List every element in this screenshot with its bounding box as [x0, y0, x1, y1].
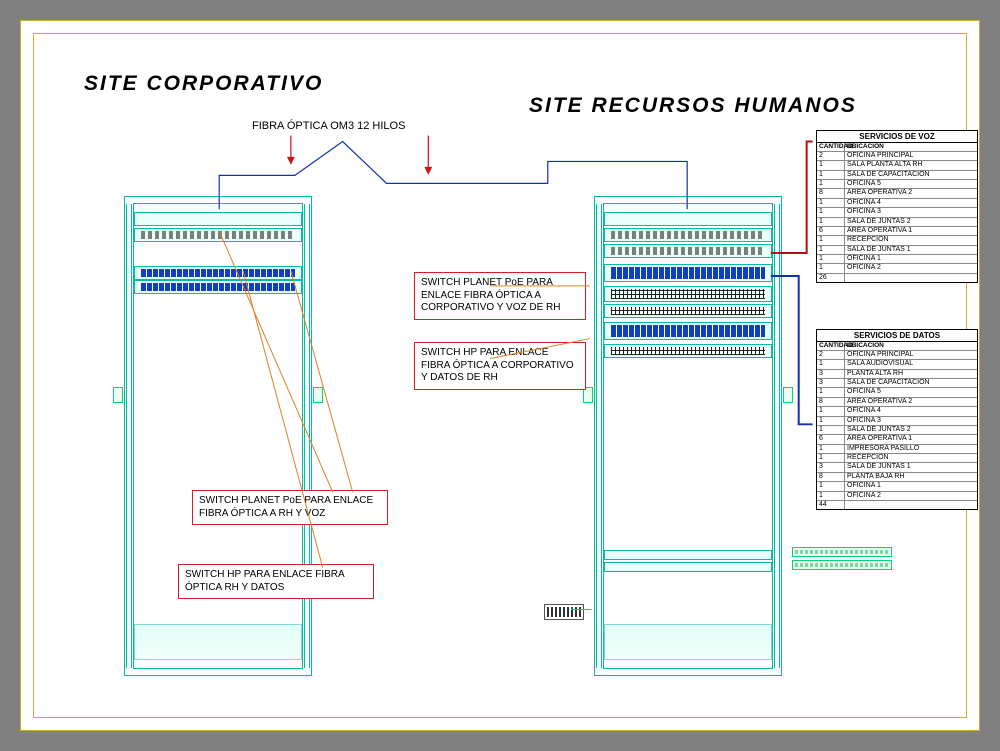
rh-unit-pdu-2: [604, 562, 772, 572]
table-row: 26: [817, 274, 977, 282]
callout-corp-planet: SWITCH PLANET PoE PARA ENLACE FIBRA ÓPTI…: [192, 490, 388, 525]
table-datos-title: SERVICIOS DE DATOS: [817, 330, 977, 342]
diagram-canvas: SITE CORPORATIVO SITE RECURSOS HUMANOS F…: [34, 34, 966, 717]
corp-rack-base: [134, 624, 302, 660]
rh-floor-device: [544, 604, 584, 620]
table-row: 3SALA DE CAPACITACIÓN: [817, 379, 977, 388]
title-site-corporativo: SITE CORPORATIVO: [84, 72, 323, 96]
rh-unit-pdu-1: [604, 550, 772, 560]
corp-switch-planet-poe: [134, 266, 302, 280]
table-row: 8ÁREA OPERATIVA 2: [817, 398, 977, 407]
table-row: 1OFICINA 2: [817, 264, 977, 273]
table-row: 1RECEPCIÓN: [817, 454, 977, 463]
table-row: 8PLANTA BAJA RH: [817, 473, 977, 482]
table-row: 1OFICINA 3: [817, 417, 977, 426]
drawing-frame-inner: SITE CORPORATIVO SITE RECURSOS HUMANOS F…: [33, 33, 967, 718]
table-row: 1OFICINA 4: [817, 407, 977, 416]
corp-patch-panel: [134, 228, 302, 242]
table-row: 6ÁREA OPERATIVA 1: [817, 435, 977, 444]
table-row: 3SALA DE JUNTAS 1: [817, 463, 977, 472]
rack-rh-inner: [603, 203, 773, 669]
table-row: 1SALA DE CAPACITACIÓN: [817, 171, 977, 180]
table-row: 1OFICINA 3: [817, 208, 977, 217]
callout-corp-hp: SWITCH HP PARA ENLACE FIBRA ÓPTICA RH Y …: [178, 564, 374, 599]
corp-ear-left: [113, 387, 123, 403]
drawing-frame-outer: SITE CORPORATIVO SITE RECURSOS HUMANOS F…: [20, 20, 980, 731]
table-row: 1OFICINA 5: [817, 180, 977, 189]
rh-switch-aux-1: [604, 286, 772, 302]
rh-patch-panel-2: [604, 244, 772, 258]
table-row: 1OFICINA 5: [817, 388, 977, 397]
rh-patch-panel-1: [604, 228, 772, 242]
table-row: 44: [817, 501, 977, 509]
callout-rh-hp: SWITCH HP PARA ENLACE FIBRA ÓPTICA A COR…: [414, 342, 586, 390]
rh-switch-aux-2: [604, 304, 772, 318]
callout-rh-planet: SWITCH PLANET PoE PARA ENLACE FIBRA ÓPTI…: [414, 272, 586, 320]
table-row: 2OFICINA PRINCIPAL: [817, 351, 977, 360]
rh-switch-aux-3: [604, 344, 772, 358]
table-row: 2OFICINA PRINCIPAL: [817, 152, 977, 161]
corp-ear-right: [313, 387, 323, 403]
rack-corporativo: [124, 196, 312, 676]
table-row: 8ÁREA OPERATIVA 2: [817, 189, 977, 198]
table-row: 1SALA DE JUNTAS 1: [817, 246, 977, 255]
table-row: 1SALA DE JUNTAS 2: [817, 426, 977, 435]
table-row: 1OFICINA 1: [817, 482, 977, 491]
table-row: 1SALA DE JUNTAS 2: [817, 218, 977, 227]
title-site-rh: SITE RECURSOS HUMANOS: [529, 94, 857, 118]
corp-unit-blank-top: [134, 212, 302, 226]
rack-rh: [594, 196, 782, 676]
table-row: 3PLANTA ALTA RH: [817, 370, 977, 379]
table-row: 1RECEPCIÓN: [817, 236, 977, 245]
table-row: 1SALA PLANTA ALTA RH: [817, 161, 977, 170]
table-row: 6ÁREA OPERATIVA 1: [817, 227, 977, 236]
table-row: 1OFICINA 1: [817, 255, 977, 264]
table-row: 1IMPRESORA PASILLO: [817, 445, 977, 454]
rh-switch-planet-poe: [604, 264, 772, 282]
table-row: 1OFICINA 2: [817, 492, 977, 501]
rh-rack-base: [604, 624, 772, 660]
table-row: 1SALA AUDIOVISUAL: [817, 360, 977, 369]
table-voz-title: SERVICIOS DE VOZ: [817, 131, 977, 143]
corp-switch-hp: [134, 280, 302, 294]
rack-corporativo-inner: [133, 203, 303, 669]
rh-side-device-2: [792, 560, 892, 570]
table-servicios-voz: SERVICIOS DE VOZ CANTIDADUBICACIÓN2OFICI…: [816, 130, 978, 283]
rh-side-device-1: [792, 547, 892, 557]
table-row: 1OFICINA 4: [817, 199, 977, 208]
fiber-optic-label: FIBRA ÓPTICA OM3 12 HILOS: [252, 120, 405, 132]
rh-switch-hp: [604, 322, 772, 340]
rh-unit-blank-top: [604, 212, 772, 226]
rh-ear-right: [783, 387, 793, 403]
table-servicios-datos: SERVICIOS DE DATOS CANTIDADUBICACIÓN2OFI…: [816, 329, 978, 510]
